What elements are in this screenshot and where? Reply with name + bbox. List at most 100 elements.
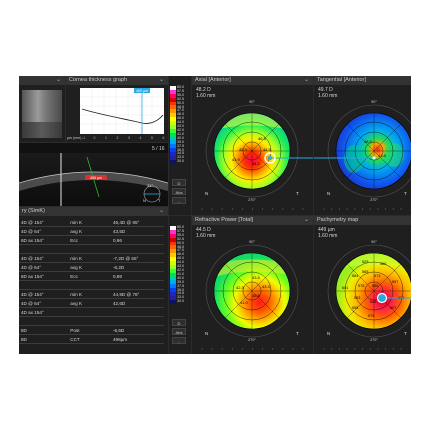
scale-swatch xyxy=(170,288,176,293)
tick-dot xyxy=(241,208,243,210)
zone-value: 44.5 xyxy=(263,147,272,152)
scale-label: 55.0 xyxy=(177,92,184,97)
table-cell xyxy=(66,244,109,254)
x-tick-label: 5 xyxy=(151,136,153,140)
tick-dot xyxy=(262,348,264,350)
tick-dot xyxy=(252,348,253,350)
scale-swatch xyxy=(170,152,176,157)
tick-dot xyxy=(252,208,253,210)
scale-label: 34.5 xyxy=(177,291,184,296)
pachy-value: 573 xyxy=(374,274,380,278)
table-cell: 6D ax 154° xyxy=(19,271,67,281)
scale-swatch xyxy=(170,86,176,90)
table-cell: min K xyxy=(66,253,109,263)
scale-swatch xyxy=(170,280,176,285)
table-cell: 8D xyxy=(19,325,67,335)
abs-button[interactable]: Abs xyxy=(172,188,186,195)
axis-ticks xyxy=(201,208,304,210)
scale-swatch xyxy=(170,253,176,258)
scale-label: 36.0 xyxy=(177,287,184,292)
scale-swatch xyxy=(170,113,176,118)
compass-n: N xyxy=(143,198,146,203)
axial-topography-map[interactable]: 90° 270° N T 46.3 45.9 44.5 44.2 43.9 xyxy=(192,85,313,215)
scale-swatch xyxy=(170,132,176,137)
deg-bottom: 270° xyxy=(248,338,256,342)
pachymetry-topography-map[interactable]: 90° 270° N T 529 566 565 584 573 601 575 555 597… xyxy=(314,225,411,354)
temporal-label: T xyxy=(296,331,299,336)
cornea-band xyxy=(19,172,168,191)
summary-title: ry (SimK) xyxy=(22,208,45,214)
cursor-marker[interactable] xyxy=(376,292,388,304)
scale-label: 48.5 xyxy=(177,104,184,109)
refractive-value-2: 1.60 mm xyxy=(196,233,216,239)
tick-dot xyxy=(346,348,348,350)
table-cell: 4D @ 154° xyxy=(19,253,67,263)
x-tick-label: 3 xyxy=(128,136,130,140)
chevron-down-icon[interactable]: ⌄ xyxy=(158,77,164,83)
scale-swatch xyxy=(170,121,176,125)
scale-label: 40.0 xyxy=(177,275,184,280)
tick-dot xyxy=(292,208,294,210)
pachymetry-header: Pachymetry map xyxy=(314,216,411,225)
pachy-value: 549 xyxy=(370,300,376,304)
tangential-header: Tangential [Anterior] xyxy=(314,76,411,85)
scale-swatch xyxy=(170,284,176,289)
table-cell xyxy=(108,244,164,254)
x-tick-label: 1 xyxy=(105,136,107,140)
tangential-topography-map[interactable]: 90° 270° N T 48.3 43.8 xyxy=(314,85,411,215)
table-cell: CCT xyxy=(66,334,109,344)
table-cell: 4D @ 154° xyxy=(19,218,67,227)
tick-dot xyxy=(323,348,325,350)
temporal-label: T xyxy=(404,191,407,196)
chevron-down-icon[interactable]: ⌄ xyxy=(303,217,309,223)
scale-label: 42.0 xyxy=(177,127,184,132)
deg-top: 90° xyxy=(371,240,377,244)
scale-swatch xyxy=(170,144,176,149)
axial-title: Axial [Anterior] xyxy=(195,77,231,83)
scale-label: 45.0 xyxy=(177,256,184,261)
more-button[interactable]: ... xyxy=(172,337,186,344)
unit-d-button[interactable]: D xyxy=(172,319,186,326)
table-cell xyxy=(66,316,109,326)
zone-value: 48.3 xyxy=(364,139,373,144)
scale-swatch xyxy=(170,249,176,254)
chevron-down-icon[interactable]: ⌄ xyxy=(303,77,309,83)
color-scale-bar xyxy=(170,86,176,164)
scale-swatch xyxy=(170,276,176,281)
x-axis-label: µm (mm) xyxy=(67,136,81,140)
table-cell: Ecc xyxy=(66,235,109,245)
pachy-value: 529 xyxy=(362,260,368,264)
chevron-down-icon[interactable]: ⌄ xyxy=(158,208,164,214)
nasal-label: N xyxy=(327,191,330,196)
tick-dot xyxy=(385,208,387,210)
tick-dot xyxy=(201,348,203,350)
scale-label: 50.0 xyxy=(177,240,184,245)
scale-swatch xyxy=(170,245,176,250)
scale-label: 40.0 xyxy=(177,135,184,140)
cursor-marker[interactable] xyxy=(264,152,276,164)
summary-header: ry (SimK) ⌄ xyxy=(19,207,168,216)
scale-swatch xyxy=(170,261,176,265)
table-cell: avg K xyxy=(66,262,109,272)
refractive-topography-map[interactable]: 90° 270° N T 43.5 42.3 43.3 38.6 41.0 xyxy=(192,225,313,354)
bscan-panel: 5 / 16 456 µm 31° N T xyxy=(19,143,168,206)
pachy-value: 553 xyxy=(354,296,360,300)
unit-d-button[interactable]: D xyxy=(172,179,186,186)
x-tick-label: -1 xyxy=(82,136,85,140)
refractive-value-1: 44.5 D xyxy=(196,227,211,233)
tick-dot xyxy=(338,348,340,350)
table-cell: 0,96 xyxy=(108,235,164,245)
table-cell: -6,2D xyxy=(108,262,164,272)
tick-dot xyxy=(331,208,333,210)
more-button[interactable]: ... xyxy=(172,197,186,204)
top-left-header: ⌄ xyxy=(19,76,65,85)
tick-dot xyxy=(231,348,233,350)
color-scale-bottom: 60.0 57.5 55.0 52.5 50.0 48.5 47.0 46.0 45.0 44.0… xyxy=(169,216,191,354)
cornea-thickness-chart: 460 µm µm (mm) -1 0 1 2 3 4 5 6 xyxy=(67,88,165,140)
scale-label: 43.0 xyxy=(177,124,184,129)
chevron-down-icon[interactable]: ⌄ xyxy=(55,77,61,83)
table-cell: 498µm xyxy=(108,334,164,344)
tick-dot xyxy=(211,348,213,350)
abs-button[interactable]: Abs xyxy=(172,328,186,335)
pachy-value: 607 xyxy=(390,306,396,310)
